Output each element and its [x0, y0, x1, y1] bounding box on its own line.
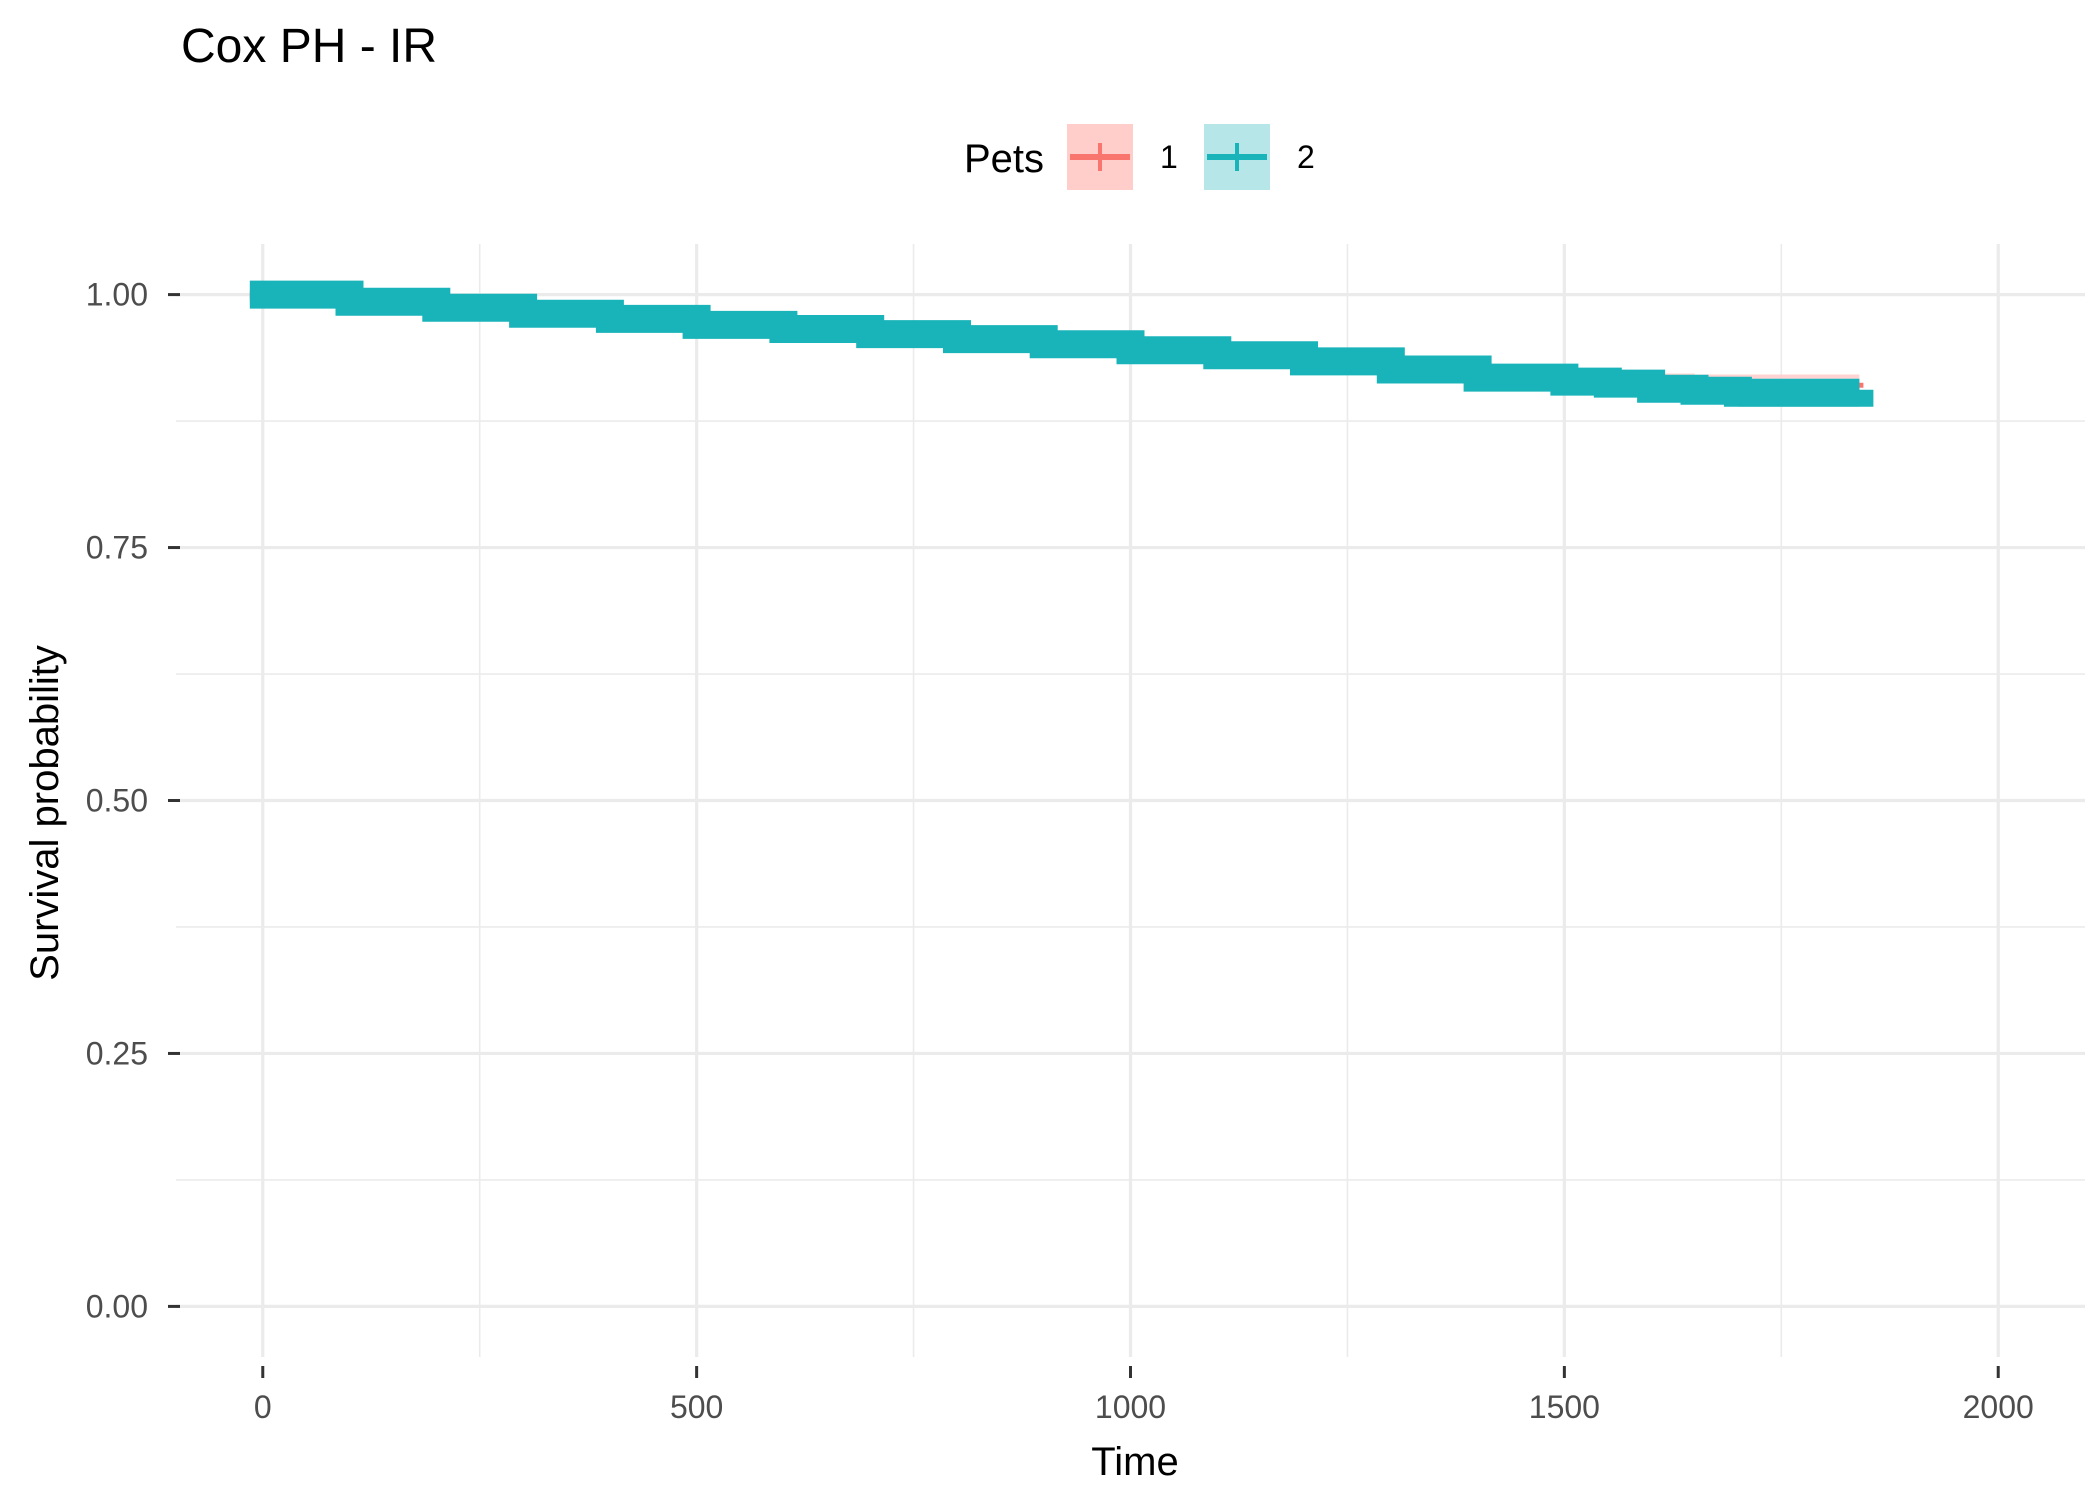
y-tick-label: 0.25 [86, 1035, 148, 1071]
y-tick-label: 0.50 [86, 783, 148, 819]
legend-label-2: 2 [1297, 139, 1315, 175]
y-axis-title: Survival probability [23, 645, 67, 981]
x-axis-title: Time [1091, 1440, 1178, 1484]
x-tick-label: 2000 [1963, 1389, 2034, 1425]
chart-title: Cox PH - IR [181, 20, 437, 73]
x-tick-label: 1500 [1529, 1389, 1600, 1425]
survival-curves [249, 280, 1874, 407]
x-tick-label: 1000 [1095, 1389, 1166, 1425]
legend: Pets 1 2 [964, 124, 1315, 190]
y-tick-label: 0.00 [86, 1288, 148, 1324]
legend-title: Pets [964, 137, 1044, 181]
x-tick-label: 500 [670, 1389, 723, 1425]
y-tick-label: 1.00 [86, 277, 148, 313]
grid [176, 244, 2085, 1357]
x-tick-label: 0 [254, 1389, 272, 1425]
survival-line-series-2 [249, 280, 1874, 407]
legend-label-1: 1 [1160, 139, 1178, 175]
axes: 0 500 1000 1500 2000 0.00 0.25 0.50 0.75 1.00 [86, 277, 2034, 1425]
y-tick-label: 0.75 [86, 530, 148, 566]
